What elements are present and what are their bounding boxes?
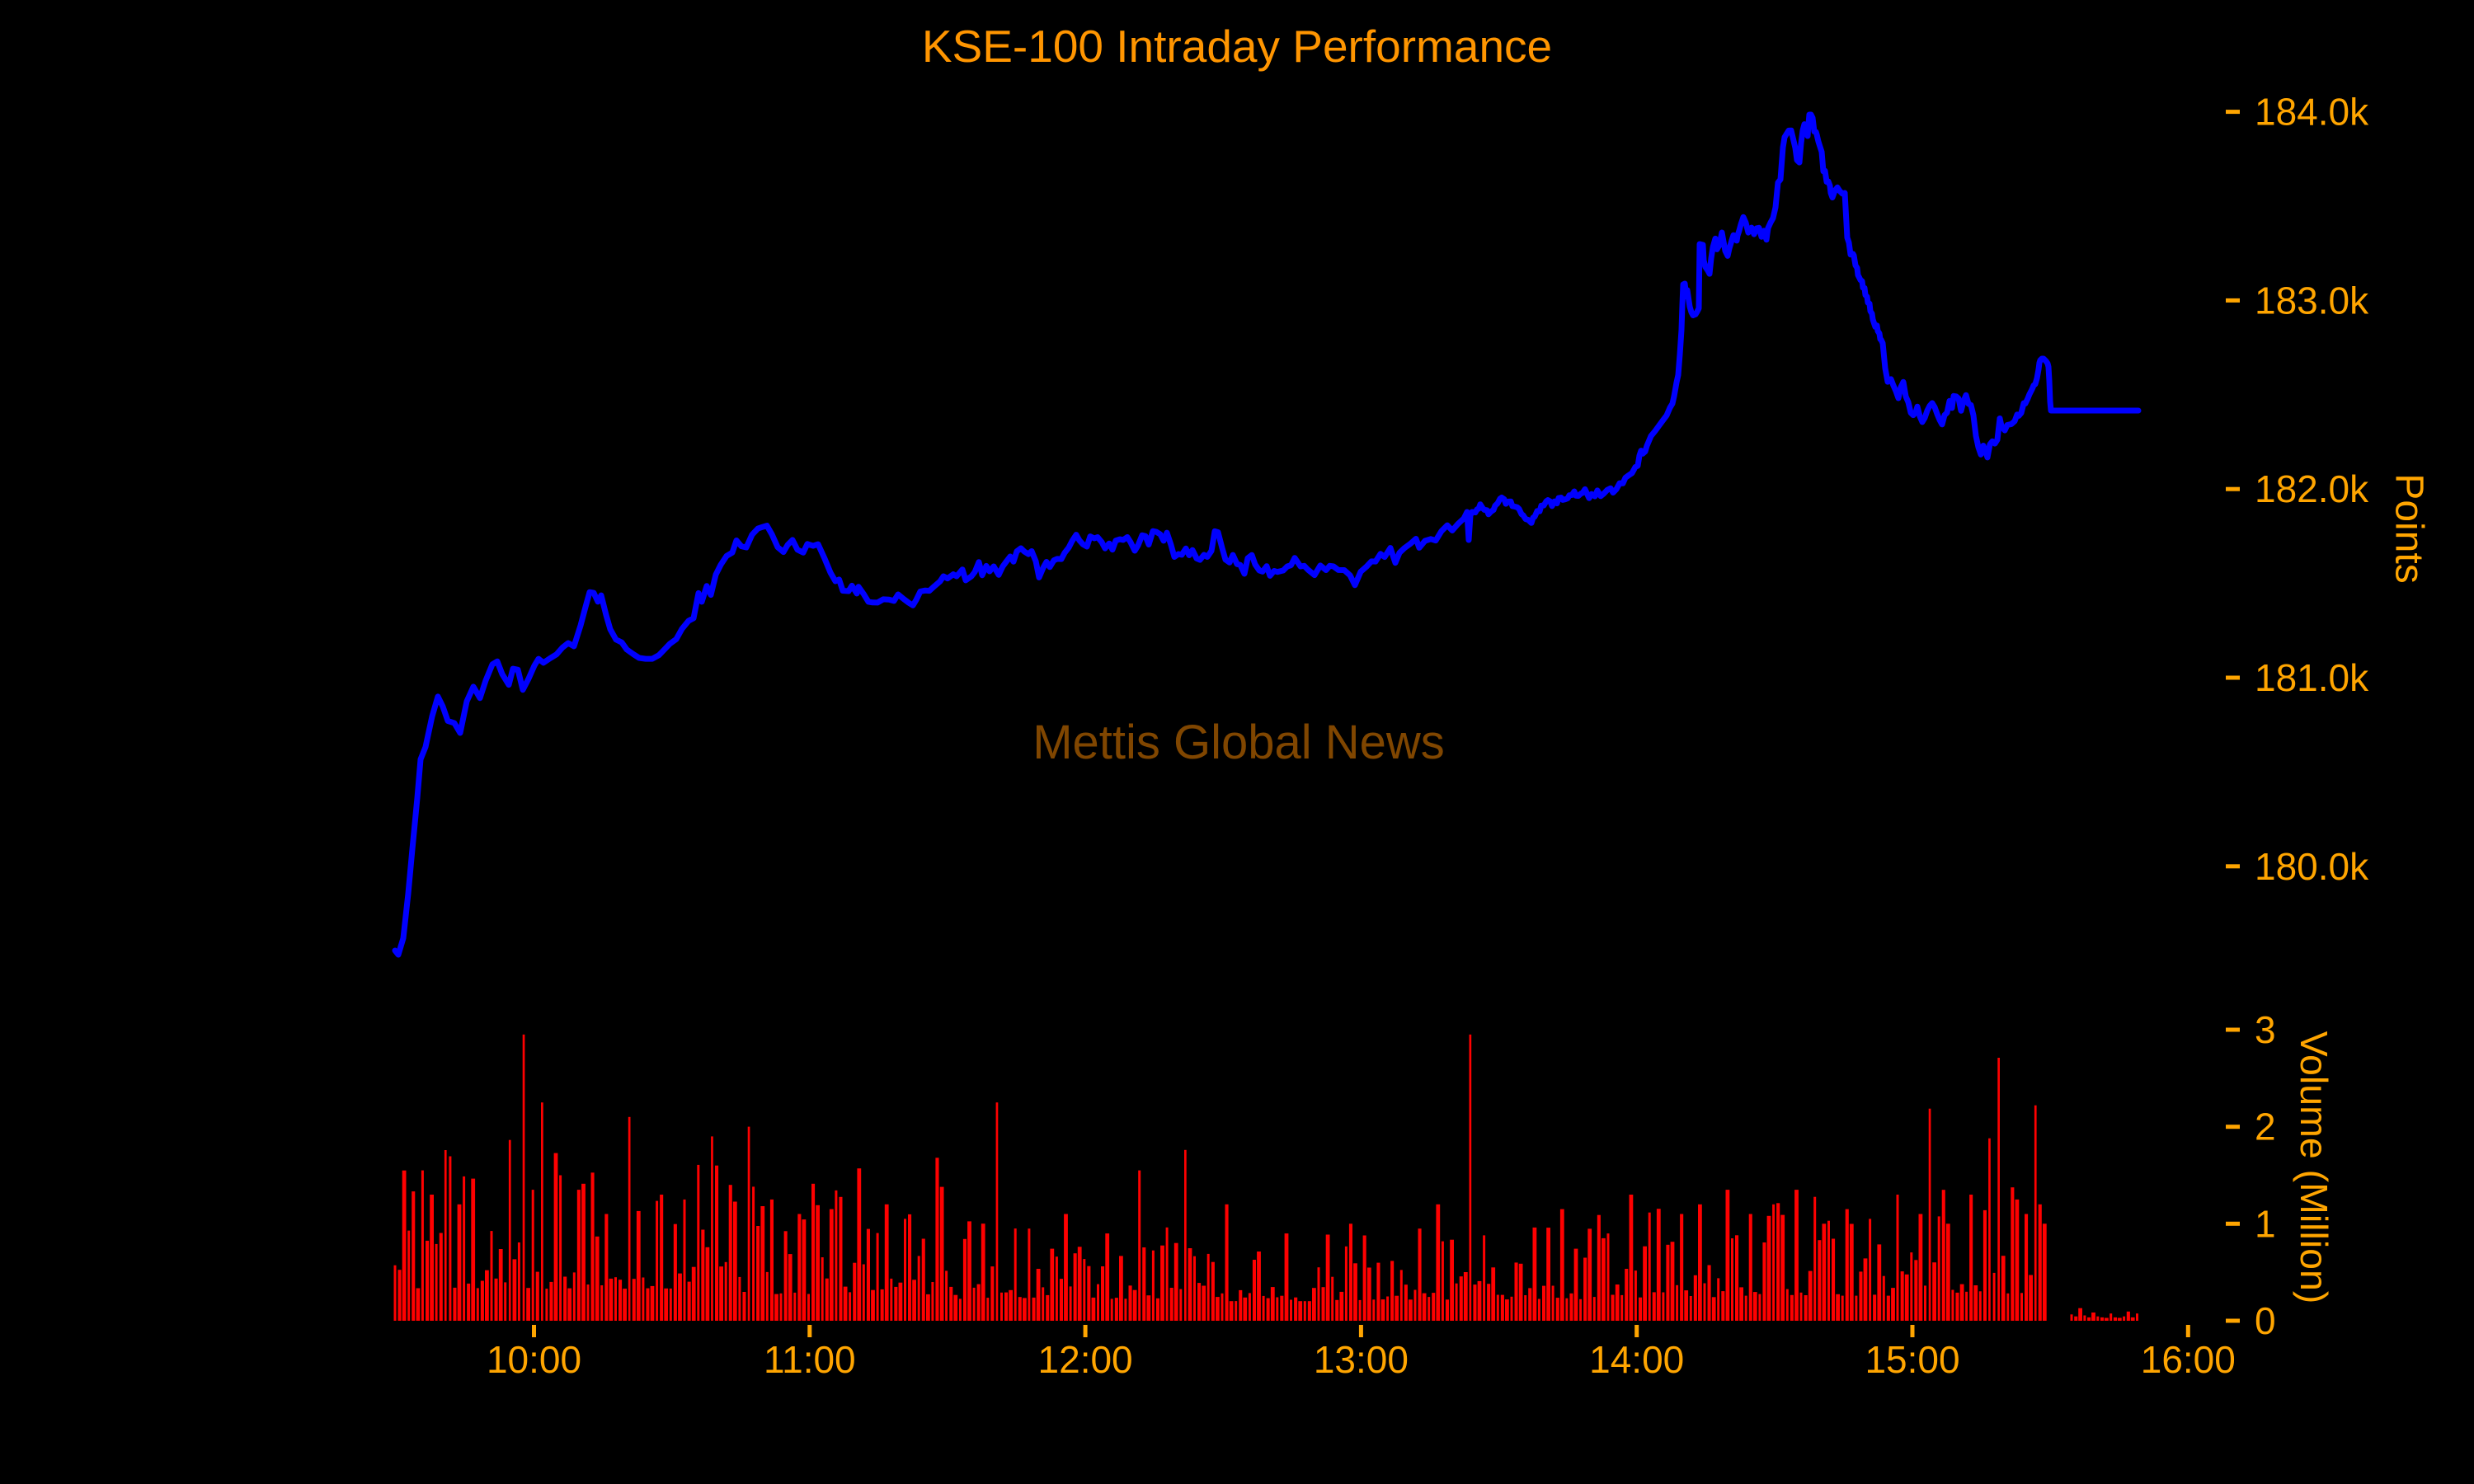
svg-text:182.0k: 182.0k: [2255, 467, 2369, 510]
svg-text:Mettis Global News: Mettis Global News: [1032, 716, 1445, 769]
svg-text:15:00: 15:00: [1865, 1338, 1959, 1381]
svg-text:181.0k: 181.0k: [2255, 656, 2369, 699]
svg-text:2: 2: [2255, 1106, 2276, 1148]
svg-text:Volume (Million): Volume (Million): [2293, 1031, 2335, 1304]
svg-text:3: 3: [2255, 1008, 2276, 1051]
svg-text:184.0k: 184.0k: [2255, 91, 2369, 134]
svg-text:183.0k: 183.0k: [2255, 279, 2369, 322]
svg-text:10:00: 10:00: [487, 1338, 581, 1381]
svg-text:13:00: 13:00: [1314, 1338, 1409, 1381]
svg-text:14:00: 14:00: [1589, 1338, 1684, 1381]
svg-text:1: 1: [2255, 1202, 2276, 1245]
svg-text:11:00: 11:00: [764, 1338, 856, 1381]
svg-text:16:00: 16:00: [2141, 1338, 2236, 1381]
svg-text:Points: Points: [2387, 473, 2431, 583]
svg-text:0: 0: [2255, 1299, 2276, 1342]
svg-text:180.0k: 180.0k: [2255, 845, 2369, 888]
svg-text:KSE-100 Intraday Performance: KSE-100 Intraday Performance: [922, 21, 1552, 72]
svg-text:12:00: 12:00: [1038, 1338, 1133, 1381]
